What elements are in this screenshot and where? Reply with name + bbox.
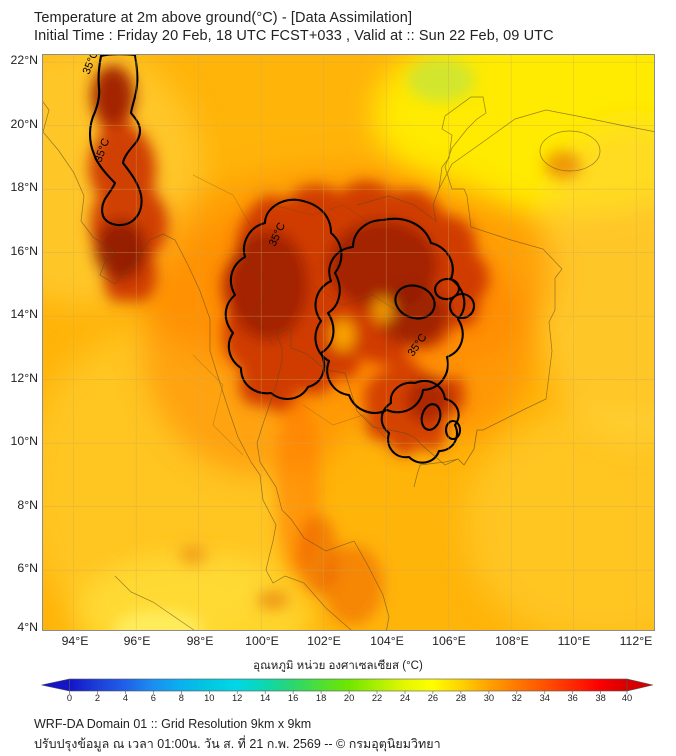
svg-text:24: 24: [400, 693, 410, 703]
svg-text:16: 16: [288, 693, 298, 703]
svg-text:22: 22: [372, 693, 382, 703]
svg-text:28: 28: [456, 693, 466, 703]
svg-text:0: 0: [67, 693, 72, 703]
svg-text:38: 38: [596, 693, 606, 703]
svg-text:4: 4: [123, 693, 128, 703]
svg-text:36: 36: [568, 693, 578, 703]
svg-text:30: 30: [484, 693, 494, 703]
svg-text:26: 26: [428, 693, 438, 703]
svg-text:32: 32: [512, 693, 522, 703]
svg-text:20: 20: [344, 693, 354, 703]
svg-text:10: 10: [204, 693, 214, 703]
svg-text:18: 18: [316, 693, 326, 703]
svg-text:6: 6: [151, 693, 156, 703]
svg-text:14: 14: [260, 693, 270, 703]
svg-text:34: 34: [540, 693, 550, 703]
svg-text:2: 2: [95, 693, 100, 703]
svg-text:40: 40: [622, 693, 632, 703]
svg-text:12: 12: [232, 693, 242, 703]
svg-text:8: 8: [179, 693, 184, 703]
